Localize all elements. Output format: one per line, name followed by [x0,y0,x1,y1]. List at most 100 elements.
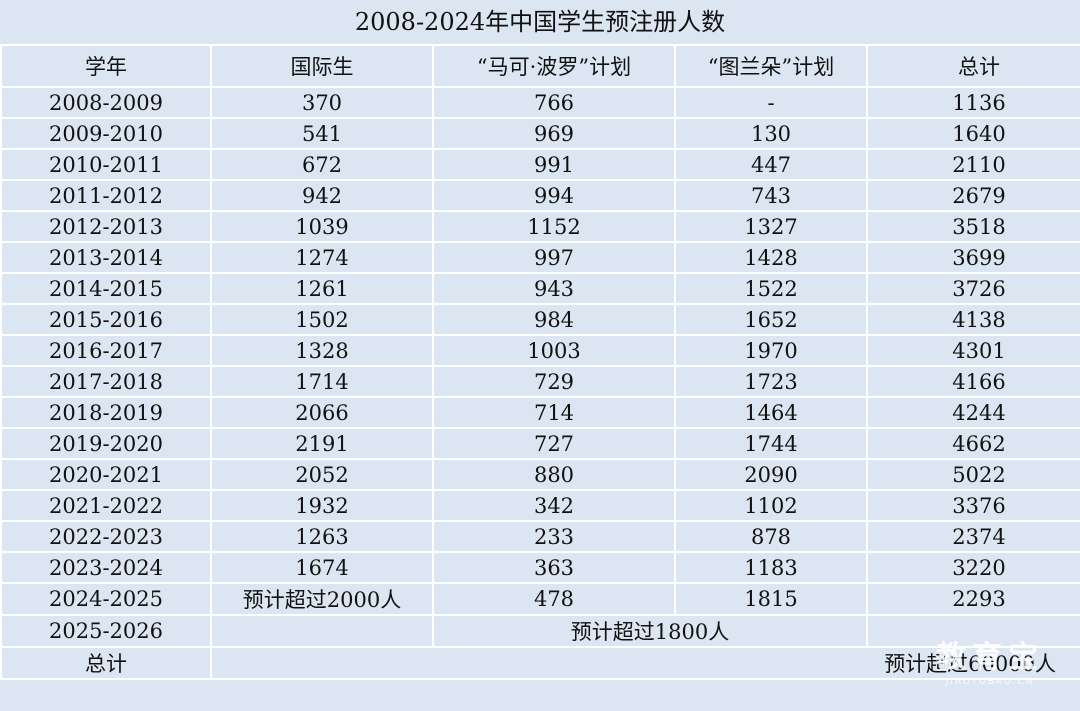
cell-empty [866,614,1080,648]
cell-total: 3220 [866,551,1080,584]
cell-turandot: 1723 [674,365,868,398]
table-title: 2008-2024年中国学生预注册人数 [0,0,1080,44]
cell-total: 4166 [866,365,1080,398]
cell-marco-polo: 478 [432,582,676,616]
cell-turandot: 130 [674,117,868,150]
cell-international: 预计超过2000人 [210,582,434,616]
cell-marco-polo: 1152 [432,210,676,243]
cell-total: 5022 [866,458,1080,491]
cell-year: 2025-2026 [0,614,212,648]
table-row: 2008-2009 370 766-1136 [0,86,1080,119]
cell-turandot: 1744 [674,427,868,460]
cell-marco-polo: 233 [432,520,676,553]
cell-international: 672 [210,148,434,181]
cell-total: 2110 [866,148,1080,181]
table-row: 2014-2015 1261 943 1522 3726 [0,272,1080,305]
cell-total: 4662 [866,427,1080,460]
cell-year: 2018-2019 [0,396,212,429]
cell-marco-polo: 1003 [432,334,676,367]
cell-international: 942 [210,179,434,212]
table-row: 2013-2014 1274 997 1428 3699 [0,241,1080,274]
cell-marco-polo: 342 [432,489,676,522]
cell-total-note: 预计超过60000人 [210,646,1080,680]
cell-international: 1039 [210,210,434,243]
cell-marco-polo: 997 [432,241,676,274]
table-row-total: 总计 预计超过60000人 [0,646,1080,680]
cell-year: 2024-2025 [0,582,212,616]
cell-turandot: 1970 [674,334,868,367]
cell-year: 2020-2021 [0,458,212,491]
cell-total: 1640 [866,117,1080,150]
cell-turandot: 447 [674,148,868,181]
cell-international: 370 [210,86,434,119]
cell-total: 2679 [866,179,1080,212]
cell-turandot: 1464 [674,396,868,429]
cell-international: 1263 [210,520,434,553]
cell-marco-polo: 943 [432,272,676,305]
cell-international: 1932 [210,489,434,522]
cell-international: 1328 [210,334,434,367]
table-row: 2010-2011 672 991 447 2110 [0,148,1080,181]
cell-year: 2023-2024 [0,551,212,584]
cell-year: 2016-2017 [0,334,212,367]
cell-total: 3518 [866,210,1080,243]
cell-marco-polo: 984 [432,303,676,336]
cell-year: 2021-2022 [0,489,212,522]
table-row: 2023-2024 1674 363 1183 3220 [0,551,1080,584]
table-row: 2020-2021 2052 880 2090 5022 [0,458,1080,491]
cell-turandot: 1102 [674,489,868,522]
cell-turandot: 743 [674,179,868,212]
cell-total: 3726 [866,272,1080,305]
cell-empty [210,614,434,648]
cell-total: 4244 [866,396,1080,429]
cell-2025-note: 预计超过1800人 [432,614,868,648]
cell-turandot: 1815 [674,582,868,616]
cell-turandot: 1428 [674,241,868,274]
table-row: 2018-2019 2066 714 1464 4244 [0,396,1080,429]
cell-marco-polo: 766 [432,86,676,119]
cell-international: 2052 [210,458,434,491]
cell-year: 2012-2013 [0,210,212,243]
table-row: 2022-2023 1263 233 878 2374 [0,520,1080,553]
cell-turandot: - [674,86,868,119]
cell-year: 2017-2018 [0,365,212,398]
cell-international: 1274 [210,241,434,274]
table-row: 2019-2020 2191 727 1744 4662 [0,427,1080,460]
cell-total: 3699 [866,241,1080,274]
table-row: 2011-2012 942 994 743 2679 [0,179,1080,212]
cell-total-label: 总计 [0,646,212,680]
cell-year: 2015-2016 [0,303,212,336]
table-row: 2015-2016 1502 984 1652 4138 [0,303,1080,336]
cell-year: 2019-2020 [0,427,212,460]
cell-turandot: 2090 [674,458,868,491]
cell-turandot: 1327 [674,210,868,243]
header-row: 学年 国际生 “马可·波罗”计划 “图兰朵”计划 总计 [0,44,1080,88]
cell-international: 2066 [210,396,434,429]
header-year: 学年 [0,44,212,88]
cell-year: 2013-2014 [0,241,212,274]
cell-marco-polo: 880 [432,458,676,491]
cell-year: 2022-2023 [0,520,212,553]
cell-marco-polo: 363 [432,551,676,584]
cell-year: 2010-2011 [0,148,212,181]
cell-total: 4138 [866,303,1080,336]
table-row: 2009-2010 541 969 130 1640 [0,117,1080,150]
cell-marco-polo: 729 [432,365,676,398]
cell-total: 1136 [866,86,1080,119]
cell-turandot: 878 [674,520,868,553]
header-total: 总计 [866,44,1080,88]
cell-international: 541 [210,117,434,150]
table-row: 2012-2013 1039 1152 1327 3518 [0,210,1080,243]
cell-marco-polo: 994 [432,179,676,212]
table-row: 2017-2018 1714 729 1723 4166 [0,365,1080,398]
table-row: 2016-2017 1328 1003 1970 4301 [0,334,1080,367]
cell-total: 2293 [866,582,1080,616]
cell-year: 2008-2009 [0,86,212,119]
table-row: 2021-2022 1932 342 1102 3376 [0,489,1080,522]
cell-year: 2009-2010 [0,117,212,150]
cell-marco-polo: 991 [432,148,676,181]
header-marco-polo: “马可·波罗”计划 [432,44,676,88]
cell-international: 1674 [210,551,434,584]
cell-turandot: 1652 [674,303,868,336]
cell-international: 1502 [210,303,434,336]
